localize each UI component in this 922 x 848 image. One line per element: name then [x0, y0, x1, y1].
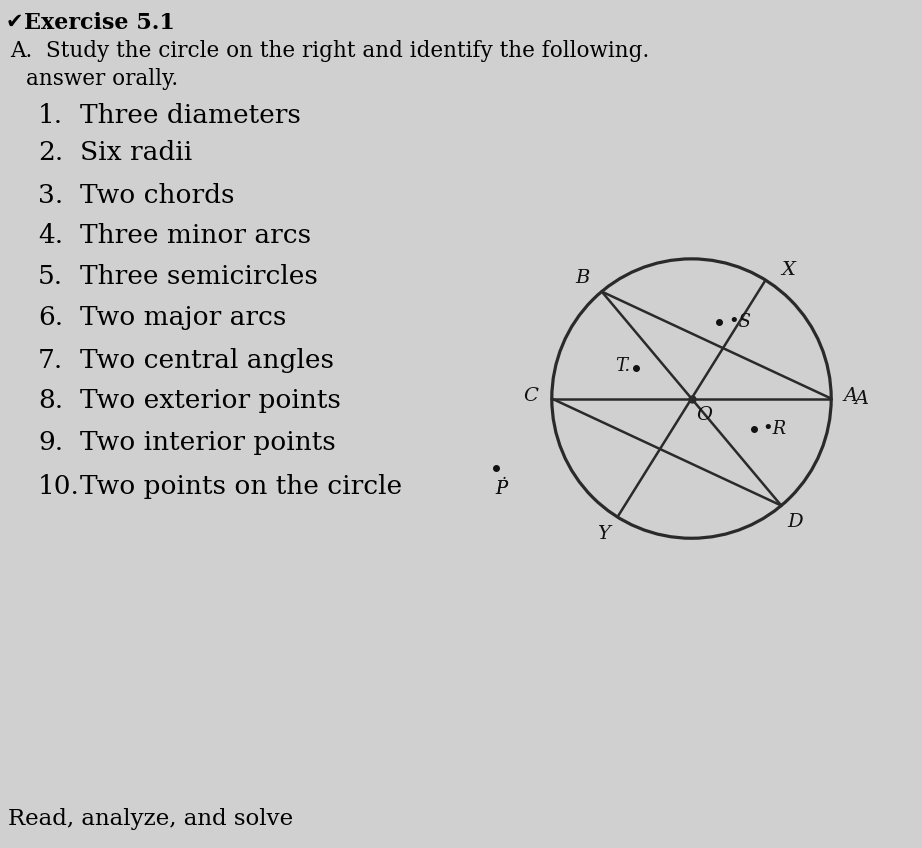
- Text: Two chords: Two chords: [80, 183, 234, 208]
- Text: Two interior points: Two interior points: [80, 430, 336, 455]
- Text: 1.: 1.: [38, 103, 63, 128]
- Text: 2.: 2.: [38, 140, 64, 165]
- Text: 4.: 4.: [38, 223, 63, 248]
- Text: 8.: 8.: [38, 388, 63, 413]
- Text: D: D: [787, 513, 803, 532]
- Text: 9.: 9.: [38, 430, 63, 455]
- Text: 7.: 7.: [38, 348, 64, 373]
- Text: O: O: [696, 406, 712, 424]
- Text: C: C: [524, 387, 538, 404]
- Text: Ṗ: Ṗ: [495, 480, 508, 498]
- Text: A: A: [855, 389, 869, 408]
- Text: Two points on the circle: Two points on the circle: [80, 474, 402, 499]
- Text: Three minor arcs: Three minor arcs: [80, 223, 311, 248]
- Text: 3.: 3.: [38, 183, 64, 208]
- Text: Read, analyze, and solve: Read, analyze, and solve: [8, 808, 293, 830]
- Text: answer orally.: answer orally.: [26, 68, 178, 90]
- Text: ✔: ✔: [6, 12, 23, 32]
- Text: X: X: [782, 261, 796, 279]
- Text: Six radii: Six radii: [80, 140, 193, 165]
- Text: B: B: [575, 269, 589, 287]
- Text: 10.: 10.: [38, 474, 80, 499]
- Text: P: P: [495, 480, 508, 498]
- Text: Y: Y: [597, 525, 610, 543]
- Text: Two exterior points: Two exterior points: [80, 388, 341, 413]
- Text: Exercise 5.1: Exercise 5.1: [24, 12, 175, 34]
- Text: Three semicircles: Three semicircles: [80, 264, 318, 289]
- Text: A.  Study the circle on the right and identify the following.: A. Study the circle on the right and ide…: [10, 40, 649, 62]
- Text: 6.: 6.: [38, 305, 63, 330]
- Text: Two central angles: Two central angles: [80, 348, 334, 373]
- Text: 5.: 5.: [38, 264, 63, 289]
- Text: Three diameters: Three diameters: [80, 103, 301, 128]
- Text: •R: •R: [762, 421, 786, 438]
- Text: Two major arcs: Two major arcs: [80, 305, 287, 330]
- Text: •S: •S: [727, 313, 751, 331]
- Text: T.: T.: [615, 357, 630, 376]
- Text: A: A: [844, 387, 857, 404]
